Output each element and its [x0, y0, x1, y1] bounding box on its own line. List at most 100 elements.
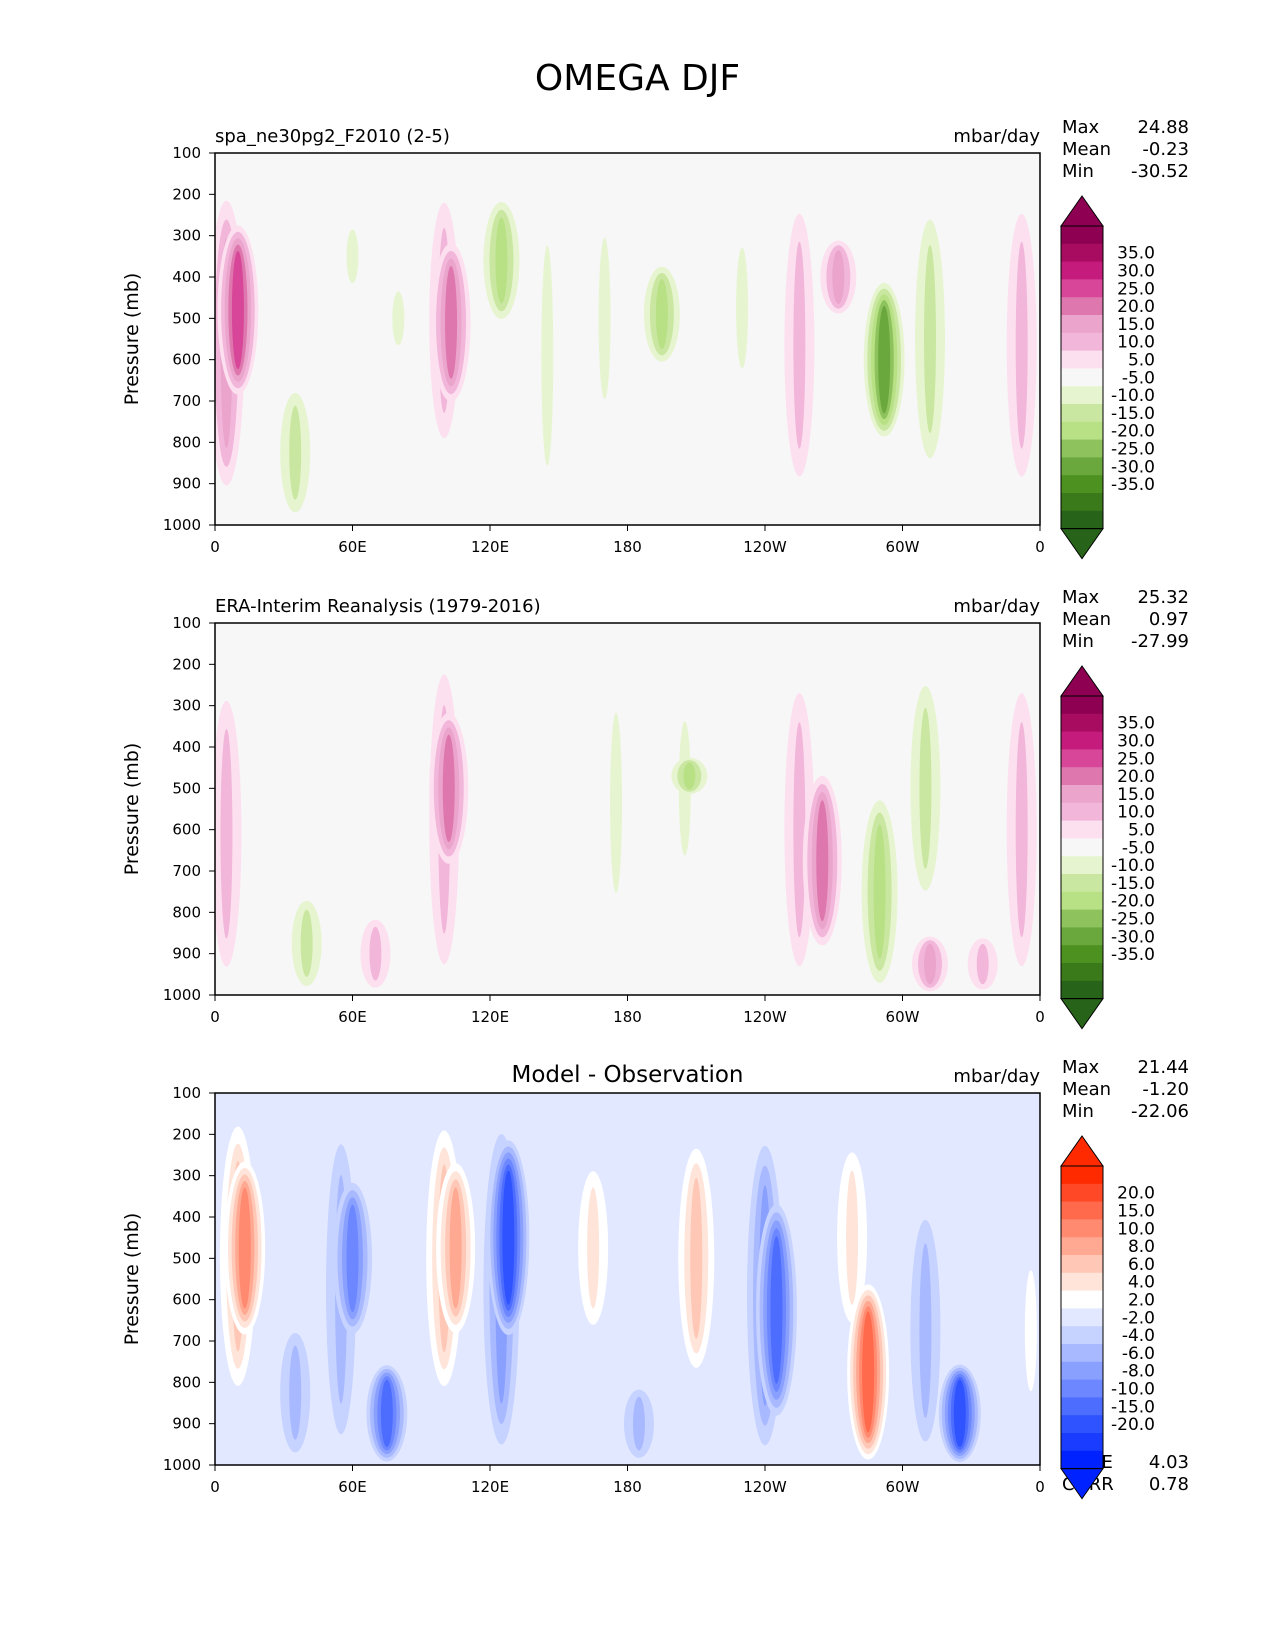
panel-test: 100 200 300 400 500 600 700 800 900 1000 0 60E 120E 1…	[121, 117, 1189, 560]
stat-value: -27.99	[1131, 631, 1189, 652]
x-tick-label: 120W	[743, 538, 787, 556]
colorbar-tick-label: 15.0	[1117, 1202, 1155, 1222]
colorbar-segment	[1061, 1450, 1103, 1470]
colorbar-segment	[1061, 332, 1103, 352]
colorbar-tick-label: -35.0	[1111, 475, 1155, 495]
colorbar-segment	[1061, 1272, 1103, 1292]
y-tick-label: 500	[172, 779, 201, 797]
stat-value: -0.23	[1142, 139, 1189, 160]
y-axis-label: Pressure (mb)	[121, 743, 143, 876]
contour-region	[541, 245, 554, 466]
stat-value: 25.32	[1137, 587, 1189, 608]
contour-region	[238, 1187, 251, 1309]
colorbar-segment	[1061, 963, 1103, 982]
contour-region	[924, 244, 936, 434]
colorbar-tick-label: -5.0	[1122, 368, 1155, 388]
panel-title: Model - Observation	[511, 1062, 743, 1088]
contour-region	[392, 291, 405, 346]
colorbar-segment	[1061, 1166, 1103, 1185]
stat-value: -30.52	[1131, 161, 1189, 182]
colorbar-extend-max	[1060, 1135, 1104, 1167]
contour-region	[846, 1170, 859, 1305]
contour-region	[793, 241, 806, 449]
x-tick-label: 0	[1035, 538, 1045, 556]
contour-region	[690, 1177, 703, 1339]
y-tick-label: 100	[172, 144, 201, 162]
y-tick-label: 100	[172, 614, 201, 632]
colorbar-tick-label: 6.0	[1128, 1255, 1155, 1275]
y-tick-label: 200	[172, 185, 201, 203]
colorbar-outline	[1060, 695, 1104, 1000]
contour-region	[220, 729, 233, 939]
y-tick-label: 800	[172, 903, 201, 921]
colorbar-segment	[1061, 874, 1103, 893]
panel-title: spa_ne30pg2_F2010 (2-5)	[215, 126, 450, 147]
colorbar-segment	[1061, 1361, 1103, 1381]
colorbar-segment	[1061, 696, 1103, 715]
y-tick-label: 900	[172, 1415, 201, 1433]
y-tick-label: 800	[172, 1373, 201, 1391]
panel-title: ERA-Interim Reanalysis (1979-2016)	[215, 596, 541, 617]
colorbar: 20.015.010.08.06.04.02.0-2.0-4.0-6.0-8.0…	[1060, 1135, 1155, 1500]
stat-label: Mean	[1062, 609, 1111, 630]
x-tick-label: 60E	[338, 538, 367, 556]
colorbar-tick-label: 10.0	[1117, 803, 1155, 823]
y-axis-label: Pressure (mb)	[121, 273, 143, 406]
y-axis-label: Pressure (mb)	[121, 1213, 143, 1346]
contour-region	[1015, 722, 1028, 938]
colorbar-tick-label: -20.0	[1111, 422, 1155, 442]
stat-label: Mean	[1062, 1079, 1111, 1100]
x-tick-label: 180	[613, 1478, 642, 1496]
contour-region	[587, 1187, 600, 1309]
colorbar-tick-label: -35.0	[1111, 945, 1155, 965]
panel-difference: 100 200 300 400 500 600 700 800 900 1000 0 60E 120E 1…	[121, 1057, 1189, 1500]
stat-label: Min	[1062, 161, 1094, 182]
stat-label: Mean	[1062, 139, 1111, 160]
contour-region	[231, 250, 244, 370]
colorbar-segment	[1061, 1415, 1103, 1434]
colorbar-segment	[1061, 1344, 1103, 1363]
x-tick-label: 0	[1035, 1008, 1045, 1026]
colorbar-tick-label: 2.0	[1128, 1291, 1155, 1311]
y-tick-label: 900	[172, 945, 201, 963]
y-tick-label: 400	[172, 1208, 201, 1226]
contour-region	[862, 1311, 875, 1433]
colorbar-segment	[1061, 1237, 1103, 1256]
contour-region	[289, 1345, 302, 1440]
contour-region	[924, 943, 936, 985]
colorbar-tick-label: -15.0	[1111, 404, 1155, 424]
colorbar-segment	[1061, 439, 1103, 458]
x-tick-label: 180	[613, 538, 642, 556]
colorbar-tick-label: 10.0	[1117, 1219, 1155, 1239]
colorbar-tick-label: -6.0	[1122, 1344, 1155, 1364]
colorbar-segment	[1061, 350, 1103, 369]
contour-region	[442, 734, 455, 843]
y-tick-label: 900	[172, 475, 201, 493]
stat-value: -22.06	[1131, 1101, 1189, 1122]
stat-label: Max	[1062, 1057, 1100, 1078]
colorbar-segment	[1061, 261, 1103, 280]
contour-region	[816, 800, 829, 922]
contour-region	[1024, 1270, 1037, 1392]
x-tick-label: 60E	[338, 1478, 367, 1496]
colorbar-segment	[1061, 297, 1103, 316]
y-tick-label: 700	[172, 392, 201, 410]
stat-value: 0.97	[1149, 609, 1189, 630]
y-tick-label: 700	[172, 1332, 201, 1350]
colorbar-segment	[1061, 820, 1103, 839]
contour-region	[976, 943, 989, 985]
x-tick-label: 120W	[743, 1008, 787, 1026]
stat-value: 24.88	[1137, 117, 1189, 138]
colorbar-tick-label: -25.0	[1111, 440, 1155, 460]
contour-region	[346, 1204, 359, 1313]
contour-region	[369, 926, 382, 981]
x-tick-label: 120E	[471, 1478, 509, 1496]
x-tick-label: 120E	[471, 538, 509, 556]
colorbar-segment	[1061, 1183, 1103, 1203]
units-label: mbar/day	[953, 126, 1040, 147]
y-tick-label: 1000	[163, 1456, 201, 1474]
colorbar-segment	[1061, 731, 1103, 750]
y-tick-label: 700	[172, 862, 201, 880]
contour-region	[655, 279, 668, 350]
colorbar-segment	[1061, 1219, 1103, 1238]
